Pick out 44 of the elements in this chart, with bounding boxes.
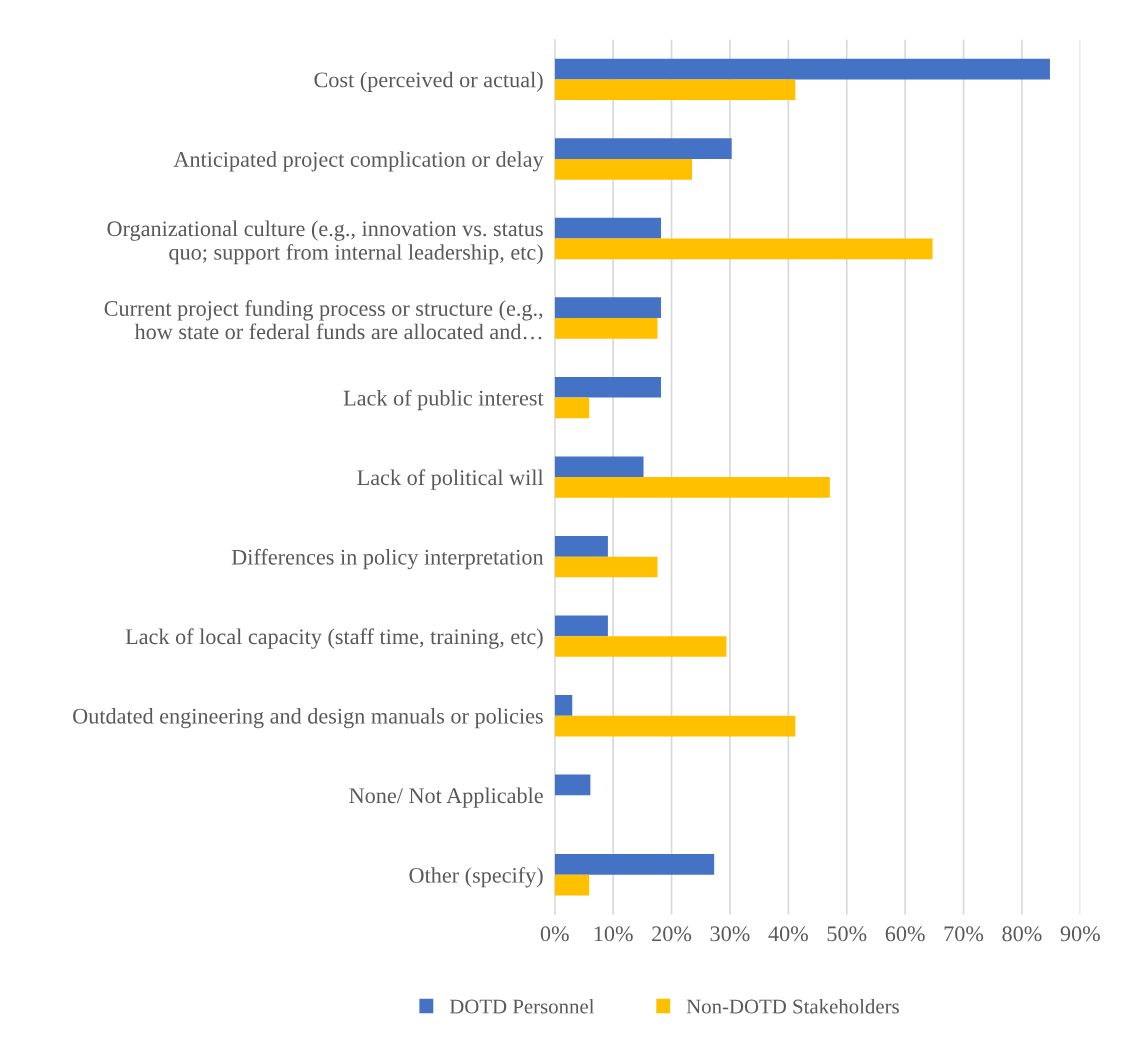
y-tick-label: Lack of local capacity (staff time, training, etc) bbox=[125, 628, 543, 649]
bar bbox=[554, 854, 715, 875]
bar bbox=[554, 636, 727, 657]
bar bbox=[554, 477, 830, 498]
x-tick-label: 40% bbox=[768, 926, 808, 942]
bar bbox=[554, 535, 608, 557]
bar bbox=[554, 138, 732, 159]
bar bbox=[554, 695, 573, 716]
y-tick-label: Differences in policy interpretation bbox=[231, 548, 544, 570]
bar bbox=[554, 376, 662, 398]
bar bbox=[554, 217, 662, 239]
legend-label: DOTD Personnel bbox=[449, 998, 595, 1014]
y-tick-label: Cost (perceived or actual) bbox=[314, 71, 543, 92]
y-tick-label: Lack of public interest bbox=[343, 389, 544, 411]
y-tick-label: None/ Not Applicable bbox=[349, 787, 543, 808]
y-tick-label: Lack of political will bbox=[357, 469, 544, 490]
x-tick-label: 90% bbox=[1060, 926, 1100, 942]
bar bbox=[554, 238, 933, 260]
x-tick-label: 60% bbox=[885, 926, 925, 942]
bar bbox=[554, 79, 796, 101]
bar bbox=[554, 158, 692, 180]
x-tick-label: 0% bbox=[540, 926, 569, 942]
bar bbox=[554, 456, 644, 478]
y-tick-label: Anticipated project complication or delay bbox=[173, 151, 544, 172]
x-tick-label: 50% bbox=[827, 926, 867, 942]
x-tick-label: 20% bbox=[652, 926, 692, 942]
bar bbox=[554, 397, 590, 419]
y-tick-label: Organizational culture (e.g., innovation vs. status quo; support from internal leadership, etc) bbox=[107, 220, 543, 265]
bar bbox=[554, 774, 591, 796]
bar bbox=[554, 556, 658, 578]
x-tick-label: 80% bbox=[1002, 926, 1042, 942]
bar bbox=[554, 58, 1050, 80]
bar bbox=[554, 615, 608, 637]
bar bbox=[554, 715, 796, 737]
x-tick-label: 30% bbox=[710, 926, 750, 942]
bar bbox=[554, 297, 662, 319]
y-tick-label: Current project funding process or structure (e.g., how state or federal funds are allocated and… bbox=[104, 300, 543, 340]
legend-label: Non-DOTD Stakeholders bbox=[686, 998, 899, 1014]
bar bbox=[554, 874, 590, 896]
x-tick-label: 70% bbox=[944, 926, 984, 942]
bar bbox=[554, 318, 658, 339]
y-tick-label: Outdated engineering and design manuals or policies bbox=[73, 708, 543, 729]
y-tick-label: Other (specify) bbox=[409, 866, 543, 888]
x-tick-label: 10% bbox=[594, 926, 633, 942]
